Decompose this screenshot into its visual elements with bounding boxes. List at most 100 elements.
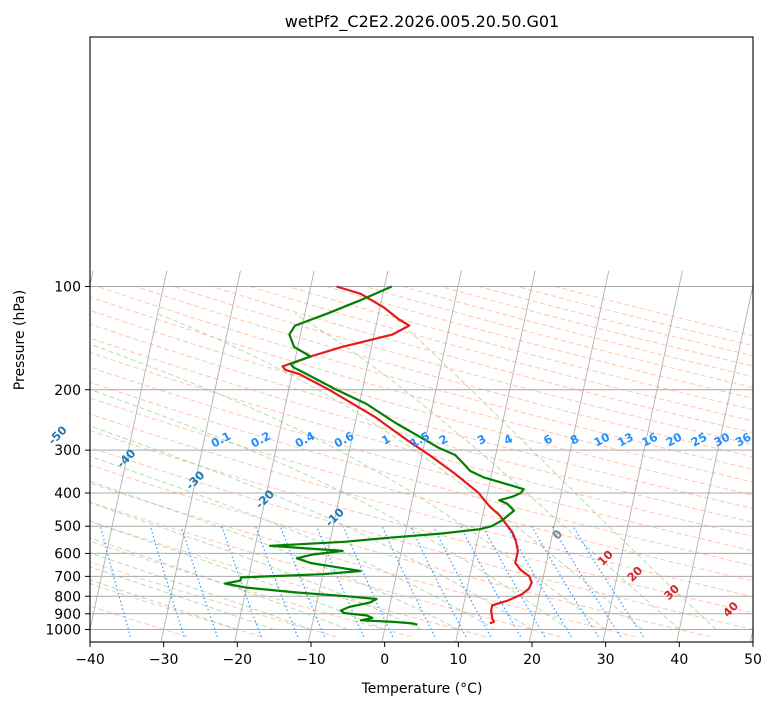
mixing-ratio-label: 8 [568, 431, 582, 447]
dry-adiabat-line [90, 583, 263, 638]
mixing-ratio-line [221, 526, 262, 637]
mixing-ratio-line [149, 526, 185, 637]
y-tick-label: 900 [54, 607, 81, 623]
mixing-ratio-line [316, 525, 365, 638]
mixing-ratio-line [99, 526, 132, 637]
mixing-ratio-label: 4 [501, 431, 515, 447]
mixing-ratio-label: 0.1 [209, 429, 234, 451]
x-tick-label: 30 [597, 652, 615, 668]
x-tick-label: 40 [670, 652, 688, 668]
mixing-ratio-line [432, 525, 492, 638]
x-tick-label: −10 [296, 652, 326, 668]
y-axis-label: Pressure (hPa) [12, 290, 28, 390]
moist-adiabat-line [90, 502, 422, 630]
y-tick-label: 200 [54, 383, 81, 399]
mixing-ratio-label: 25 [689, 430, 710, 450]
mixing-ratio-label: 10 [591, 430, 612, 450]
y-tick-label: 100 [54, 280, 81, 296]
dry-adiabat-line [90, 605, 188, 638]
moist-adiabat-line [157, 313, 643, 630]
moist-adiabat-line [294, 313, 680, 630]
isotherm-line [307, 270, 389, 642]
mixing-ratio-label: 16 [639, 430, 660, 450]
x-tick-label: 0 [380, 652, 389, 668]
mixing-ratio-label: 2 [437, 431, 451, 447]
dry-adiabat-line [249, 286, 753, 422]
dry-adiabat-line [90, 429, 753, 614]
x-tick-label: 50 [744, 652, 762, 668]
mixing-ratio-line [531, 525, 599, 638]
mixing-ratio-line [381, 525, 436, 638]
temperature-line [281, 285, 533, 625]
y-tick-label: 500 [54, 519, 81, 535]
mixing-ratio-line [279, 525, 326, 638]
mixing-ratio-label: 0.2 [248, 429, 273, 451]
y-tick-label: 600 [54, 546, 81, 562]
isotherm-line [381, 270, 462, 642]
mixing-ratio-label: 13 [615, 430, 636, 450]
dry-adiabat-line [173, 286, 753, 446]
y-tick-label: 700 [54, 569, 81, 585]
y-tick-label: 300 [54, 443, 81, 459]
isotherm-line [160, 270, 241, 642]
mixing-ratio-label: 20 [664, 430, 685, 450]
isotherm-label: -30 [183, 468, 208, 493]
dry-adiabat-line [90, 561, 337, 638]
mixing-ratio-line [482, 525, 546, 638]
background-lines [90, 270, 753, 642]
x-tick-label: −30 [149, 652, 179, 668]
dry-adiabat-line [90, 413, 753, 598]
mixing-ratio-line [410, 525, 467, 638]
moist-adiabat-line [90, 480, 459, 630]
dry-adiabat-line [364, 286, 753, 388]
mixing-ratio-line [551, 525, 622, 638]
mixing-ratio-label: 6 [541, 431, 555, 447]
plot-frame [89, 36, 754, 643]
mixing-ratio-line [506, 525, 572, 638]
mixing-ratio-line [572, 525, 645, 638]
profile-lines [223, 285, 533, 626]
dry-adiabat-line [90, 501, 561, 638]
mixing-ratio-label: 36 [733, 430, 754, 450]
moist-adiabat-line [90, 343, 606, 630]
moist-adiabat-line [390, 313, 717, 630]
dewpoint-line [223, 285, 525, 626]
isotherm-line [676, 283, 753, 642]
isotherm-line [602, 270, 683, 642]
x-tick-label: −40 [75, 652, 105, 668]
dry-adiabat-line [478, 286, 753, 357]
moist-adiabat-label: 0 [550, 527, 566, 543]
isotherm-label: -60 [0, 398, 1, 423]
moist-adiabat-line [90, 388, 570, 630]
dry-adiabat-label: 10 [595, 547, 616, 568]
isotherm-line [234, 270, 315, 642]
dry-adiabat-line [90, 397, 753, 582]
dry-adiabat-line [326, 286, 753, 399]
moist-adiabat-line [90, 579, 238, 630]
isotherm-line [528, 270, 610, 642]
isotherm-line [455, 270, 536, 642]
moist-adiabat-line [90, 566, 275, 630]
dry-adiabat-label: 30 [661, 582, 682, 603]
mixing-ratio-label: 3 [475, 431, 489, 447]
dry-adiabat-line [90, 464, 711, 638]
axes-ticks: −40 −30 −20 −10 0 10 20 30 40 5010020030040050060… [45, 280, 762, 669]
mixing-ratio-label: 0.6 [332, 429, 357, 451]
isotherm-label: -20 [252, 487, 277, 512]
x-axis-label: Temperature (°C) [361, 681, 483, 697]
dry-adiabat-label: 40 [720, 599, 741, 620]
y-tick-label: 400 [54, 486, 81, 502]
chart-title: wetPf2_C2E2.2026.005.20.50.G01 [285, 12, 559, 32]
isotherm-line [749, 627, 753, 642]
dry-adiabat-line [90, 447, 753, 631]
mixing-ratio-line [180, 526, 218, 637]
x-tick-label: 10 [449, 652, 467, 668]
x-tick-label: −20 [223, 652, 253, 668]
x-tick-label: 20 [523, 652, 541, 668]
mixing-ratio-label: 1 [379, 431, 393, 447]
dry-adiabat-line [90, 381, 753, 567]
isotherm-line [90, 270, 168, 632]
mixing-ratio-label: 30 [711, 430, 732, 450]
y-tick-label: 1000 [45, 623, 81, 639]
